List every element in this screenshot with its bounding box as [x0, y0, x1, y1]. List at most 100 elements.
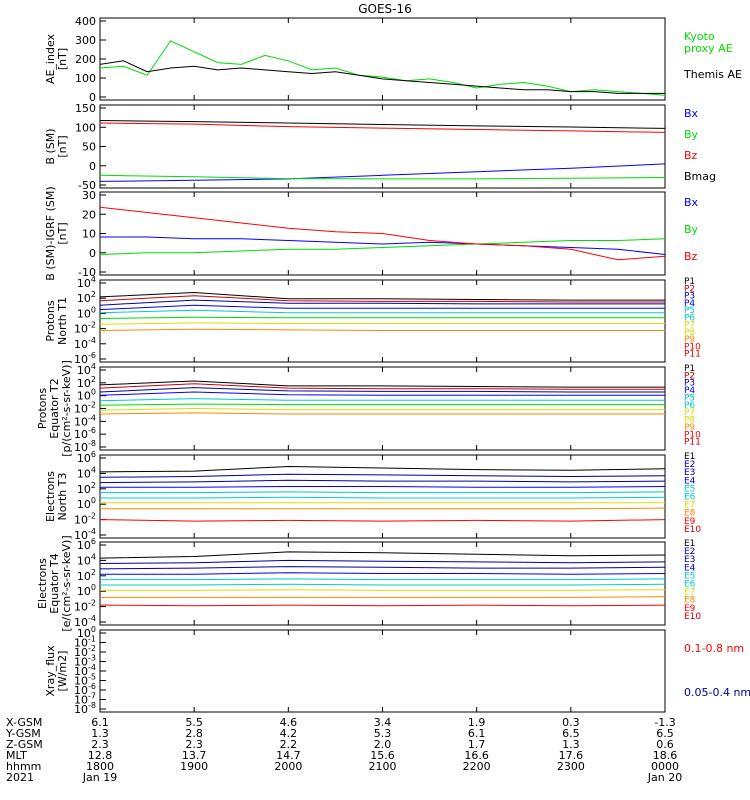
chart-series-group	[99, 465, 666, 522]
y-tick-label: 100	[77, 305, 96, 320]
y-tick-label: 0	[89, 247, 96, 260]
coord-value: 2.8	[185, 727, 203, 740]
legend-entry: Bz	[684, 149, 698, 162]
legend-entry: P8	[684, 328, 695, 338]
y-tick-label: 10-2	[74, 321, 96, 336]
y-tick-label: 104	[77, 275, 96, 290]
legend-entry: P10	[684, 430, 701, 440]
y-tick-label: 300	[75, 34, 96, 47]
y-tick-label: 10-8	[74, 701, 96, 716]
coord-value: 6.5	[656, 727, 674, 740]
coord-value: 2000	[274, 760, 302, 773]
series-line	[99, 604, 666, 607]
panel-3: 30 20 10 0 -10 B (SM)-IGRF (SM) [nT] Bx By Bz	[44, 186, 699, 280]
y-tick-label: 10-6	[74, 426, 96, 441]
coord-row-label: MLT	[6, 749, 27, 762]
coord-value: 4.2	[280, 727, 298, 740]
coord-value: 14.7	[276, 749, 301, 762]
legend-entry: Bz	[684, 250, 698, 263]
legend-entry: E5	[684, 484, 695, 494]
y-tick-label: 10-4	[74, 413, 96, 428]
y-tick-label: 10-4	[74, 614, 96, 629]
y-axis-label: [nT]	[56, 48, 69, 70]
y-tick-label: 200	[75, 53, 96, 66]
coord-row-label: 2021	[6, 771, 34, 784]
series-line	[99, 559, 666, 564]
y-tick-label: 0	[89, 160, 96, 173]
y-tick-label: 100	[75, 72, 96, 85]
legend-entry: E1	[684, 452, 695, 462]
legend-entry: E3	[684, 555, 695, 565]
series-line	[99, 122, 666, 133]
chart-series-group	[99, 380, 665, 415]
series-line	[99, 391, 665, 396]
y-axis-label: Electrons	[36, 558, 49, 609]
legend-entry: E8	[684, 596, 696, 606]
series-line	[99, 380, 665, 388]
y-axis-label: B (SM)-IGRF (SM)	[44, 186, 57, 280]
y-tick-label: 102	[77, 481, 96, 496]
coord-value: 2300	[557, 760, 585, 773]
y-tick-label: 10-7	[74, 692, 96, 707]
chart-series-group	[99, 120, 666, 182]
coord-value: 2100	[369, 760, 397, 773]
legend-entry: By	[684, 128, 699, 141]
legend-entry: P8	[684, 416, 695, 426]
panel-2: 150 100 50 0 -50 B (SM) [nT] Bx By Bz Bmag	[44, 102, 716, 192]
series-line	[100, 578, 666, 581]
y-tick-label: 102	[77, 290, 96, 305]
y-tick-label: 10-4	[74, 527, 96, 542]
y-tick-label: -10	[78, 266, 96, 279]
coord-value: 0.6	[656, 738, 674, 751]
coord-value: 1.7	[468, 738, 486, 751]
legend-entry: P6	[684, 313, 695, 323]
y-tick-label: 10-5	[74, 673, 96, 688]
series-line	[100, 236, 666, 255]
series-line	[99, 206, 666, 261]
chart-series-group	[99, 40, 666, 96]
y-tick-label: 0	[89, 91, 96, 104]
legend-entry: P10	[684, 342, 701, 352]
y-tick-label: 102	[77, 568, 96, 583]
legend-entry: P9	[684, 423, 695, 433]
panel-frame	[99, 629, 666, 713]
legend-entry: P11	[684, 350, 701, 360]
y-axis-label: [e/(cm²-s-sr-keV)]	[60, 535, 73, 631]
y-tick-label: 10-2	[74, 401, 96, 416]
y-tick-label: 106	[77, 450, 96, 465]
coord-value: 6.1	[91, 716, 109, 729]
series-line	[99, 328, 665, 331]
y-tick-label: 10-2	[74, 644, 96, 659]
series-line	[99, 299, 665, 306]
legend-entry: E4	[684, 476, 696, 486]
series-line	[99, 387, 665, 393]
coord-value: 1900	[180, 760, 208, 773]
y-tick-label: 10-2	[74, 512, 96, 527]
y-tick-label: 100	[77, 583, 96, 598]
legend-entry: E7	[684, 501, 695, 511]
y-axis-label: AE_index	[44, 33, 57, 84]
legend-entry: By	[684, 223, 699, 236]
series-line	[100, 583, 666, 586]
y-tick-label: 30	[82, 189, 96, 202]
coord-value: Jan 20	[647, 771, 682, 784]
series-line	[99, 519, 666, 522]
series-line	[99, 473, 666, 478]
legend-entry: E2	[684, 460, 695, 470]
legend-entry: E10	[684, 612, 701, 622]
figure-title: GOES-16	[358, 2, 412, 16]
coord-value: 1.3	[91, 727, 109, 740]
coord-value: 0.3	[562, 716, 580, 729]
series-line	[99, 479, 666, 484]
y-axis-label: Equator T4	[48, 553, 61, 613]
legend-entry: P11	[684, 438, 701, 448]
legend-entry: E9	[684, 604, 696, 614]
legend-entry: E4	[684, 563, 696, 573]
y-tick-label: 10-2	[74, 599, 96, 614]
legend-entry: E8	[684, 509, 696, 519]
coord-value: 2.2	[280, 738, 298, 751]
